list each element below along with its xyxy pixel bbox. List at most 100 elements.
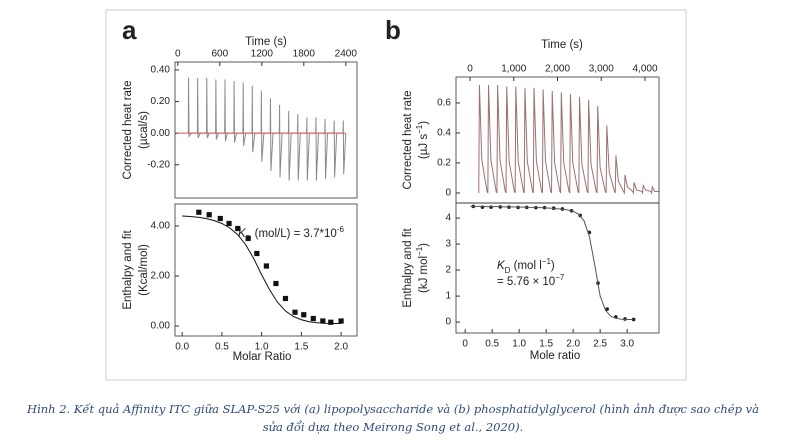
y-axis-label: Corrected heat rate (402, 90, 414, 189)
x-tick-label: 0 (462, 339, 468, 350)
x-tick-label: 1800 (293, 49, 316, 60)
x-axis-label: Molar Ratio (233, 351, 292, 363)
data-line (478, 84, 660, 195)
y-tick-label: 4 (445, 213, 451, 224)
y-axis-label-group: (µcal/s) (138, 111, 150, 149)
data-point (206, 212, 212, 218)
plot-frame (174, 203, 358, 337)
y-axis-label-group: Enthalpy and fit (402, 228, 414, 308)
x-tick-label: 0.5 (215, 342, 229, 353)
data-point (196, 209, 202, 215)
annotation-part: ) (551, 260, 555, 272)
data-point (263, 263, 269, 269)
y-tick-label: 4.00 (151, 221, 171, 232)
y-axis-label-part: Corrected heat rate (402, 90, 414, 189)
y-tick-label: 0 (445, 188, 451, 199)
plot-frame (455, 202, 660, 334)
y-axis-label-part: (µJ s (418, 134, 430, 159)
y-tick-label: 2.00 (151, 271, 171, 282)
y-axis-label-part: (Kcal/mol) (138, 244, 150, 296)
y-axis-label-group: Enthalpy and fit (122, 230, 134, 310)
panel-label: b (385, 15, 401, 45)
y-axis-label: (µJ s−1) (415, 121, 430, 159)
y-axis-label: Corrected heat rate (122, 80, 134, 179)
x-tick-label: 1.5 (294, 342, 308, 353)
figure-frame (105, 9, 687, 381)
y-tick-label: 2 (445, 265, 451, 276)
annotation-part: K (497, 260, 506, 272)
y-axis-label: (kJ mol−1) (415, 243, 430, 293)
x-axis-label: Mole ratio (530, 350, 581, 362)
data-point (310, 315, 316, 322)
y-axis-label-part: (kJ mol (418, 256, 430, 293)
y-axis-label-part: (µcal/s) (138, 111, 150, 149)
data-point (320, 318, 326, 324)
data-point (226, 220, 232, 227)
annotation-part: = 5.76 × 10 (497, 276, 555, 288)
x-tick-label: 3,000 (589, 64, 614, 75)
y-tick-label: 0.2 (437, 158, 451, 169)
y-axis-label-group: (µJ s−1) (415, 121, 430, 159)
y-tick-label: 0.40 (151, 65, 171, 76)
y-axis-label: Enthalpy and fit (402, 228, 414, 308)
y-axis-label-part: Enthalpy and fit (402, 228, 414, 308)
caption: sửa đổi dựa theo Meirong Song et al., 20… (263, 420, 524, 434)
data-point (631, 317, 636, 322)
y-axis-label-part: Enthalpy and fit (122, 230, 134, 310)
data-point (605, 307, 609, 311)
data-line (187, 77, 347, 181)
x-tick-label: 0.5 (485, 339, 499, 350)
x-axis-label-part: Molar Ratio (233, 351, 292, 363)
annotation-part: −1 (542, 257, 552, 266)
data-point (292, 309, 298, 315)
y-axis-label-part: ) (418, 243, 430, 247)
data-point (338, 318, 344, 324)
caption: Hình 2. Kết quả Affinity ITC giữa SLAP-S… (26, 402, 759, 416)
annotation: KD (mol l−1) (497, 257, 555, 275)
y-tick-label: 0 (445, 317, 451, 328)
data-line (470, 205, 633, 320)
annotation-part: -6 (337, 225, 345, 234)
x-tick-label: 1.0 (255, 342, 269, 353)
y-axis-label-part: ) (418, 121, 430, 125)
annotation-part: (mol l (510, 260, 541, 272)
x-tick-label: 0 (175, 49, 181, 60)
data-point (235, 225, 241, 232)
data-line (182, 215, 342, 324)
annotation-part: D (246, 234, 252, 243)
x-tick-label: 2400 (335, 49, 358, 60)
x-axis-label: Time (s) (245, 36, 287, 48)
x-axis-label-part: Time (s) (541, 39, 583, 51)
y-tick-label: 3 (445, 239, 451, 250)
annotation-part: K (238, 228, 247, 240)
data-point (282, 295, 289, 302)
x-tick-label: 2.5 (593, 339, 607, 350)
x-tick-label: 3.0 (620, 339, 634, 350)
x-tick-label: 1,000 (501, 64, 526, 75)
panel-label: a (122, 15, 137, 45)
x-tick-label: 1.0 (512, 339, 526, 350)
y-axis-label-group: (Kcal/mol) (138, 244, 150, 296)
annotation-part: D (505, 266, 511, 275)
x-tick-label: 2.0 (334, 342, 348, 353)
x-axis-label: Time (s) (541, 39, 583, 51)
x-tick-label: 4,000 (632, 64, 657, 75)
x-tick-label: 0.0 (175, 342, 189, 353)
annotation: = 5.76 × 10−7 (497, 273, 565, 288)
data-point (217, 215, 223, 222)
x-tick-label: 2,000 (545, 64, 570, 75)
y-tick-label: -0.20 (147, 159, 170, 170)
y-axis-label-part: −1 (415, 246, 424, 256)
x-axis-label-part: Time (s) (245, 36, 287, 48)
plot-frame (455, 76, 660, 204)
x-tick-label: 600 (211, 49, 228, 60)
y-axis-label-part: −1 (415, 124, 424, 134)
y-tick-label: 0.00 (151, 128, 171, 139)
data-point (245, 235, 251, 242)
x-tick-label: 2.0 (566, 339, 580, 350)
y-axis-label: (Kcal/mol) (138, 244, 150, 296)
y-axis-label-group: Corrected heat rate (402, 90, 414, 189)
data-point (301, 312, 307, 318)
y-axis-label-group: (kJ mol−1) (415, 243, 430, 293)
